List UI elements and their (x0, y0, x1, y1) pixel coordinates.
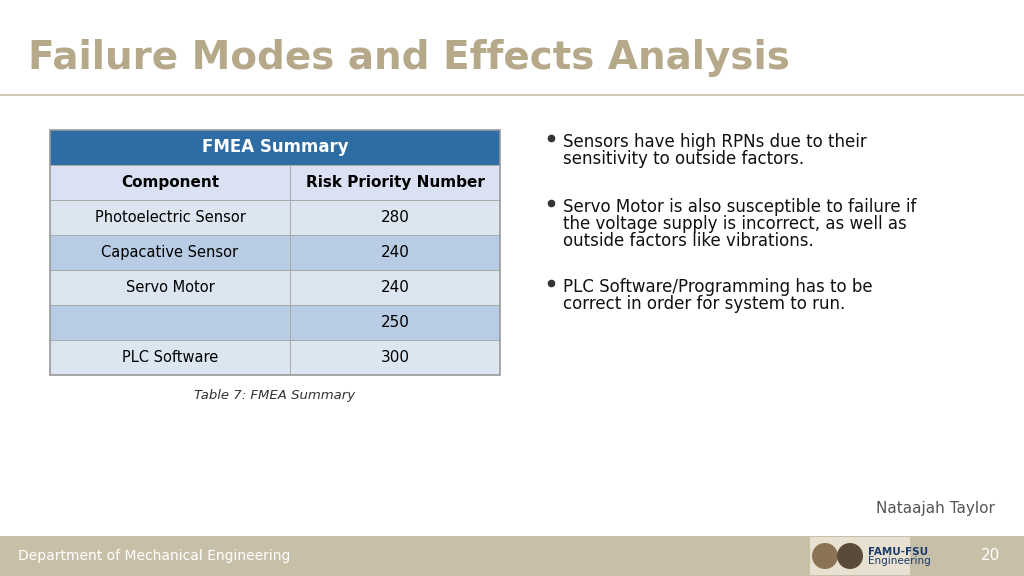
Text: the voltage supply is incorrect, as well as: the voltage supply is incorrect, as well… (563, 215, 906, 233)
Text: Risk Priority Number: Risk Priority Number (305, 175, 484, 190)
Bar (810, 537, 910, 575)
Text: correct in order for system to run.: correct in order for system to run. (563, 295, 845, 313)
Circle shape (812, 543, 838, 569)
Text: Table 7: FMEA Summary: Table 7: FMEA Summary (195, 389, 355, 402)
Bar (50, 235, 500, 270)
Text: 280: 280 (381, 210, 410, 225)
Text: Servo Motor: Servo Motor (126, 280, 214, 295)
Text: 300: 300 (381, 350, 410, 365)
Bar (50, 200, 500, 235)
Text: Sensors have high RPNs due to their: Sensors have high RPNs due to their (563, 133, 866, 151)
Text: FAMU-FSU: FAMU-FSU (868, 547, 928, 557)
Text: 240: 240 (381, 280, 410, 295)
Bar (50, 130, 500, 375)
Text: 250: 250 (381, 315, 410, 330)
Circle shape (837, 543, 863, 569)
Text: Component: Component (121, 175, 219, 190)
Bar (50, 270, 500, 305)
Bar (50, 340, 500, 375)
Text: outside factors like vibrations.: outside factors like vibrations. (563, 232, 814, 250)
Text: Nataajah Taylor: Nataajah Taylor (877, 501, 995, 516)
Bar (0, 536, 1024, 576)
Text: Engineering: Engineering (868, 556, 931, 566)
Text: PLC Software: PLC Software (122, 350, 218, 365)
Text: PLC Software/Programming has to be: PLC Software/Programming has to be (563, 278, 872, 296)
Bar (50, 305, 500, 340)
Text: FMEA Summary: FMEA Summary (202, 138, 348, 157)
Text: Photoelectric Sensor: Photoelectric Sensor (94, 210, 246, 225)
Text: Servo Motor is also susceptible to failure if: Servo Motor is also susceptible to failu… (563, 198, 916, 216)
Text: 240: 240 (381, 245, 410, 260)
Bar (50, 165, 500, 200)
Text: Failure Modes and Effects Analysis: Failure Modes and Effects Analysis (28, 39, 790, 77)
Bar (50, 130, 500, 165)
Text: Capacative Sensor: Capacative Sensor (101, 245, 239, 260)
Text: sensitivity to outside factors.: sensitivity to outside factors. (563, 150, 804, 168)
Text: Department of Mechanical Engineering: Department of Mechanical Engineering (18, 549, 291, 563)
Text: 20: 20 (981, 548, 1000, 563)
